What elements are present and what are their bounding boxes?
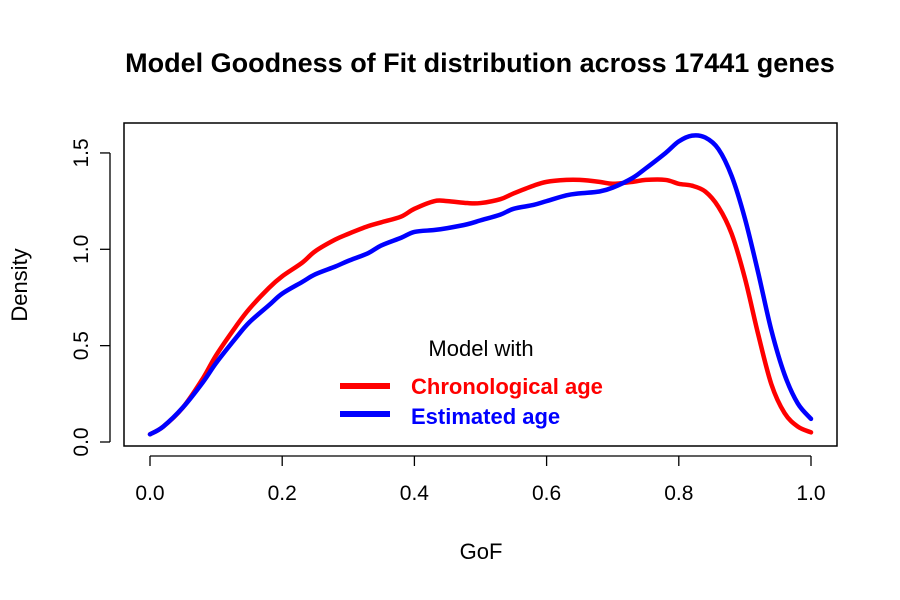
- legend-label-estimated-age: Estimated age: [411, 404, 560, 429]
- plot-frame: [123, 122, 838, 447]
- y-tick-label: 1.0: [70, 235, 93, 264]
- chart-title: Model Goodness of Fit distribution acros…: [125, 48, 835, 78]
- legend-title: Model with: [428, 336, 533, 361]
- y-tick-label: 0.5: [70, 331, 93, 360]
- x-axis: 0.0 0.2 0.4 0.6 0.8 1.0: [135, 455, 826, 505]
- x-tick-label: 0.2: [268, 482, 297, 505]
- series-line-estimated-age: [147, 133, 814, 437]
- y-tick-label: 1.5: [70, 138, 93, 167]
- series-layer: [147, 133, 814, 437]
- x-tick-label: 0.6: [532, 482, 561, 505]
- series-line-chronological-age: [147, 177, 814, 437]
- legend-label-chronological-age: Chronological age: [411, 374, 603, 399]
- y-axis: 0.0 0.5 1.0 1.5: [70, 138, 111, 457]
- y-axis-label: Density: [7, 248, 32, 321]
- x-tick-label: 0.4: [400, 482, 430, 505]
- legend: Model with Chronological age Estimated a…: [340, 336, 603, 429]
- x-axis-label: GoF: [460, 539, 503, 564]
- x-tick-label: 1.0: [796, 482, 825, 505]
- x-tick-label: 0.8: [664, 482, 693, 505]
- y-tick-label: 0.0: [70, 427, 93, 456]
- x-tick-label: 0.0: [135, 482, 164, 505]
